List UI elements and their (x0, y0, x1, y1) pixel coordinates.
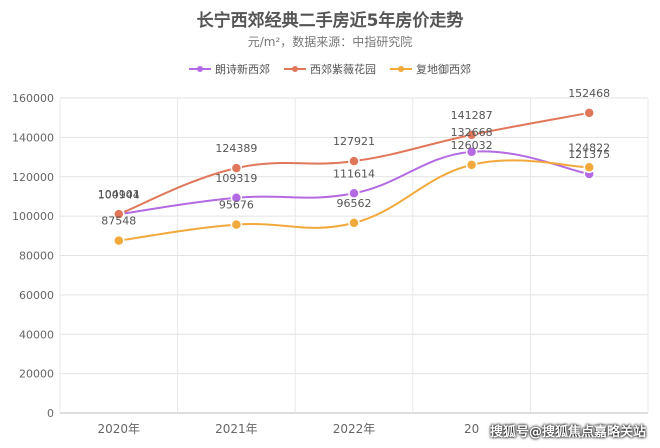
y-tick-label: 120000 (12, 171, 54, 184)
x-tick-label: 2020年 (98, 422, 141, 436)
legend-swatch (189, 64, 211, 74)
data-point (583, 107, 595, 119)
data-point (230, 162, 243, 174)
data-label: 104101 (98, 188, 140, 201)
data-label: 132668 (451, 126, 493, 139)
data-point (113, 208, 125, 220)
data-label: 87548 (101, 215, 136, 228)
legend-swatch (390, 64, 412, 74)
data-label: 100944 (98, 188, 140, 201)
data-label: 96562 (337, 197, 372, 210)
chart-subtitle: 元/m²，数据来源：中指研究院 (247, 35, 413, 49)
legend-item: 西郊紫薇花园 (284, 60, 376, 78)
x-tick-label: 2021年 (215, 422, 258, 436)
legend-dot (398, 66, 404, 72)
x-tick-label: 20 (464, 422, 479, 436)
data-label: 124389 (215, 142, 257, 155)
data-label: 121375 (568, 148, 610, 161)
x-tick-label: 2022年 (333, 422, 376, 436)
data-label: 124822 (568, 141, 610, 154)
y-tick-label: 80000 (19, 250, 54, 263)
y-tick-label: 160000 (12, 92, 54, 105)
data-point (465, 146, 478, 158)
data-point (348, 217, 360, 229)
data-point (348, 187, 360, 200)
y-tick-label: 140000 (12, 131, 54, 144)
data-point (465, 129, 478, 141)
legend-label: 西郊紫薇花园 (310, 63, 376, 76)
watermark: 搜狐号@搜狐焦点嘉略关站 (489, 425, 646, 440)
legend-label: 复地御西郊 (416, 63, 471, 76)
y-tick-label: 20000 (19, 368, 54, 381)
legend-swatch (284, 64, 306, 74)
data-point (465, 159, 478, 171)
data-point (348, 155, 360, 167)
data-point (583, 161, 595, 174)
y-tick-label: 40000 (19, 328, 54, 341)
data-label: 126032 (451, 139, 493, 152)
data-point (113, 234, 125, 247)
legend-item: 复地御西郊 (390, 60, 471, 78)
y-tick-label: 100000 (12, 210, 54, 223)
legend-label: 朗诗新西郊 (215, 63, 270, 76)
data-label: 141287 (451, 109, 493, 122)
chart-title: 长宁西郊经典二手房近5年房价走势 (196, 11, 464, 31)
data-label: 111614 (333, 167, 375, 180)
y-tick-label: 0 (47, 407, 54, 420)
y-tick-label: 60000 (19, 289, 54, 302)
data-point (230, 218, 243, 231)
data-label: 109319 (215, 172, 257, 185)
data-label: 95676 (219, 199, 254, 212)
legend-item: 朗诗新西郊 (189, 60, 270, 78)
data-point (230, 192, 243, 204)
legend-dot (292, 66, 298, 72)
legend: 朗诗新西郊 西郊紫薇花园 复地御西郊 (0, 60, 660, 78)
legend-dot (197, 66, 203, 72)
data-label: 127921 (333, 135, 375, 148)
data-label: 152468 (568, 87, 610, 100)
